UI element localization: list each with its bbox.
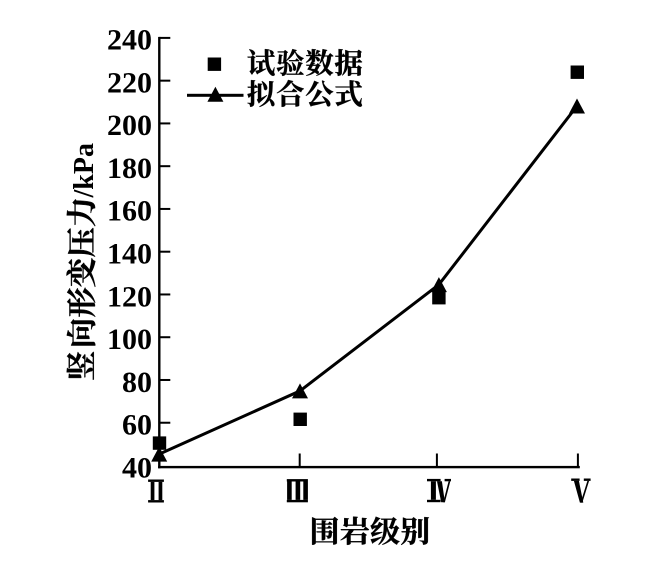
svg-text:140: 140 xyxy=(107,238,152,271)
svg-text:60: 60 xyxy=(122,409,152,442)
svg-text:/kPa: /kPa xyxy=(69,143,100,198)
svg-text:160: 160 xyxy=(107,195,152,228)
svg-text:80: 80 xyxy=(122,366,152,399)
svg-text:220: 220 xyxy=(107,67,152,100)
svg-text:200: 200 xyxy=(107,109,152,142)
svg-text:120: 120 xyxy=(107,280,152,313)
svg-text:40: 40 xyxy=(122,451,152,484)
svg-text:100: 100 xyxy=(107,323,152,356)
svg-text:180: 180 xyxy=(107,152,152,185)
svg-text:240: 240 xyxy=(107,24,152,57)
